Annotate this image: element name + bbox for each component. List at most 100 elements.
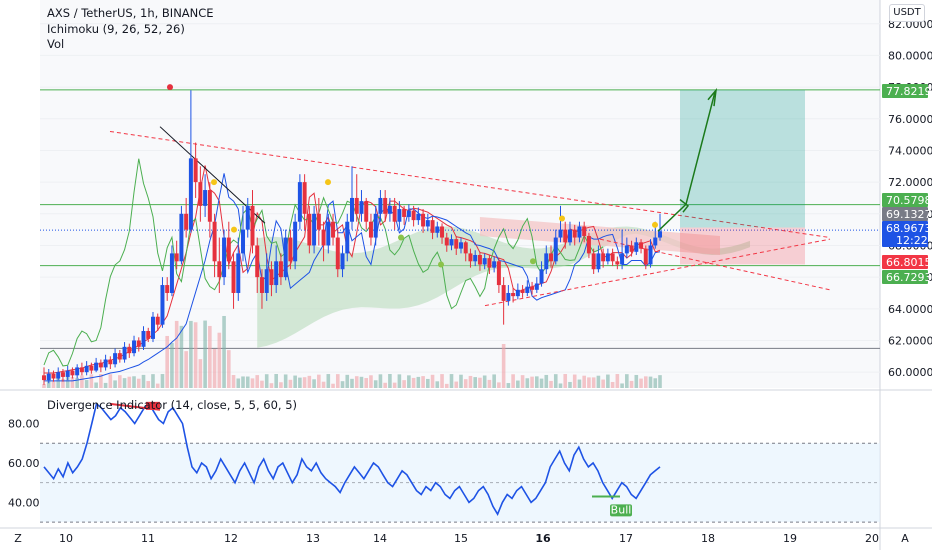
volume-bar bbox=[293, 375, 297, 388]
volume-bar bbox=[563, 374, 568, 388]
volume-bar bbox=[236, 378, 241, 388]
candle-body bbox=[103, 359, 108, 368]
candle-body bbox=[155, 316, 160, 325]
volume-bar bbox=[312, 379, 316, 388]
volume-bar bbox=[359, 376, 364, 388]
candle-body bbox=[307, 213, 312, 246]
candle-body bbox=[572, 229, 577, 238]
candle-body bbox=[245, 205, 250, 230]
volume-bar bbox=[184, 351, 188, 388]
candle-body bbox=[288, 237, 293, 262]
candle-body bbox=[312, 213, 317, 246]
candle-body bbox=[174, 253, 179, 262]
y-tick-label: 60.0000 bbox=[888, 366, 932, 379]
volume-bar bbox=[516, 380, 520, 388]
candle-body bbox=[506, 292, 511, 301]
candle-body bbox=[444, 237, 449, 246]
volume-bar bbox=[639, 378, 643, 388]
currency-unit-button[interactable]: USDT bbox=[889, 4, 925, 22]
corner-right-label: A bbox=[901, 532, 909, 545]
candle-body bbox=[345, 221, 350, 254]
volume-bar bbox=[430, 374, 435, 388]
volume-bar bbox=[51, 381, 56, 388]
price-tag-label: 70.5798 bbox=[886, 194, 932, 207]
candle-body bbox=[601, 253, 606, 262]
candle-body bbox=[60, 372, 65, 377]
volume-bar bbox=[136, 378, 141, 388]
legend-volume: Vol bbox=[47, 37, 65, 51]
volume-bar bbox=[42, 384, 46, 388]
candle-body bbox=[231, 261, 236, 293]
candle-body bbox=[51, 373, 56, 379]
oscillator-tick-label: 80.00 bbox=[8, 418, 40, 431]
volume-bar bbox=[388, 374, 392, 388]
volume-bar bbox=[530, 376, 534, 388]
candle-body bbox=[236, 253, 241, 293]
candle-body bbox=[454, 239, 459, 249]
x-tick-label: 10 bbox=[59, 532, 73, 545]
candle-body bbox=[435, 226, 440, 233]
candle-body bbox=[634, 242, 639, 252]
upper-trendline bbox=[109, 130, 831, 239]
volume-bar bbox=[601, 379, 605, 388]
price-tag-label: 66.8015 bbox=[886, 256, 932, 269]
y-tick-label: 64.0000 bbox=[888, 303, 932, 316]
candle-body bbox=[293, 221, 298, 262]
volume-bar bbox=[113, 380, 117, 388]
candle-body bbox=[563, 229, 568, 243]
y-tick-label: 80.0000 bbox=[888, 49, 932, 62]
candle-body bbox=[198, 182, 203, 206]
candle-body bbox=[425, 220, 430, 227]
price-tag bbox=[882, 270, 928, 284]
price-tag-label: 66.7293 bbox=[886, 271, 932, 284]
volume-bar bbox=[321, 381, 326, 388]
volume-bar bbox=[402, 380, 406, 388]
candle-body bbox=[658, 231, 662, 238]
volume-bar bbox=[302, 377, 307, 388]
volume-bar bbox=[354, 376, 359, 388]
volume-bar bbox=[269, 383, 274, 388]
candle-body bbox=[226, 237, 231, 262]
candle-body bbox=[326, 221, 331, 246]
volume-bar bbox=[629, 380, 634, 388]
candle-body bbox=[255, 245, 260, 278]
candle-body bbox=[222, 237, 227, 278]
x-tick-label: 11 bbox=[141, 532, 155, 545]
candle-body bbox=[487, 258, 492, 268]
volume-bar bbox=[94, 382, 98, 388]
y-tick-label: 76.0000 bbox=[888, 113, 932, 126]
candle-body bbox=[605, 253, 610, 262]
candle-body bbox=[477, 254, 482, 265]
volume-bar bbox=[539, 378, 544, 388]
signal-marker-yellow bbox=[231, 226, 237, 233]
candle-body bbox=[193, 158, 198, 183]
volume-bar bbox=[288, 379, 293, 388]
candle-body bbox=[492, 261, 497, 268]
bearish-divergence-label bbox=[146, 401, 160, 410]
candle-body bbox=[624, 245, 629, 254]
candle-body bbox=[534, 283, 539, 290]
candle-body bbox=[582, 226, 587, 236]
candle-body bbox=[335, 237, 340, 270]
oscillator-tick-label: 40.00 bbox=[8, 496, 40, 509]
candle-body bbox=[473, 254, 478, 262]
candle-body bbox=[79, 367, 84, 373]
candle-body bbox=[463, 242, 468, 254]
volume-bar bbox=[435, 381, 440, 388]
volume-bar bbox=[511, 374, 515, 388]
candle-body bbox=[42, 375, 46, 381]
x-tick-label: 18 bbox=[701, 532, 715, 545]
volume-bar bbox=[155, 383, 160, 388]
oscillator-tick-label: 60.00 bbox=[8, 457, 40, 470]
legend-ichimoku: Ichimoku (9, 26, 52, 26) bbox=[47, 22, 185, 36]
volume-bar bbox=[558, 383, 563, 388]
volume-bar bbox=[449, 374, 454, 388]
volume-bar bbox=[383, 382, 387, 388]
candle-body bbox=[165, 285, 170, 293]
candle-body bbox=[136, 340, 141, 347]
signal-marker-green bbox=[398, 234, 404, 241]
candle-body bbox=[132, 340, 137, 354]
volume-bar bbox=[241, 376, 245, 388]
